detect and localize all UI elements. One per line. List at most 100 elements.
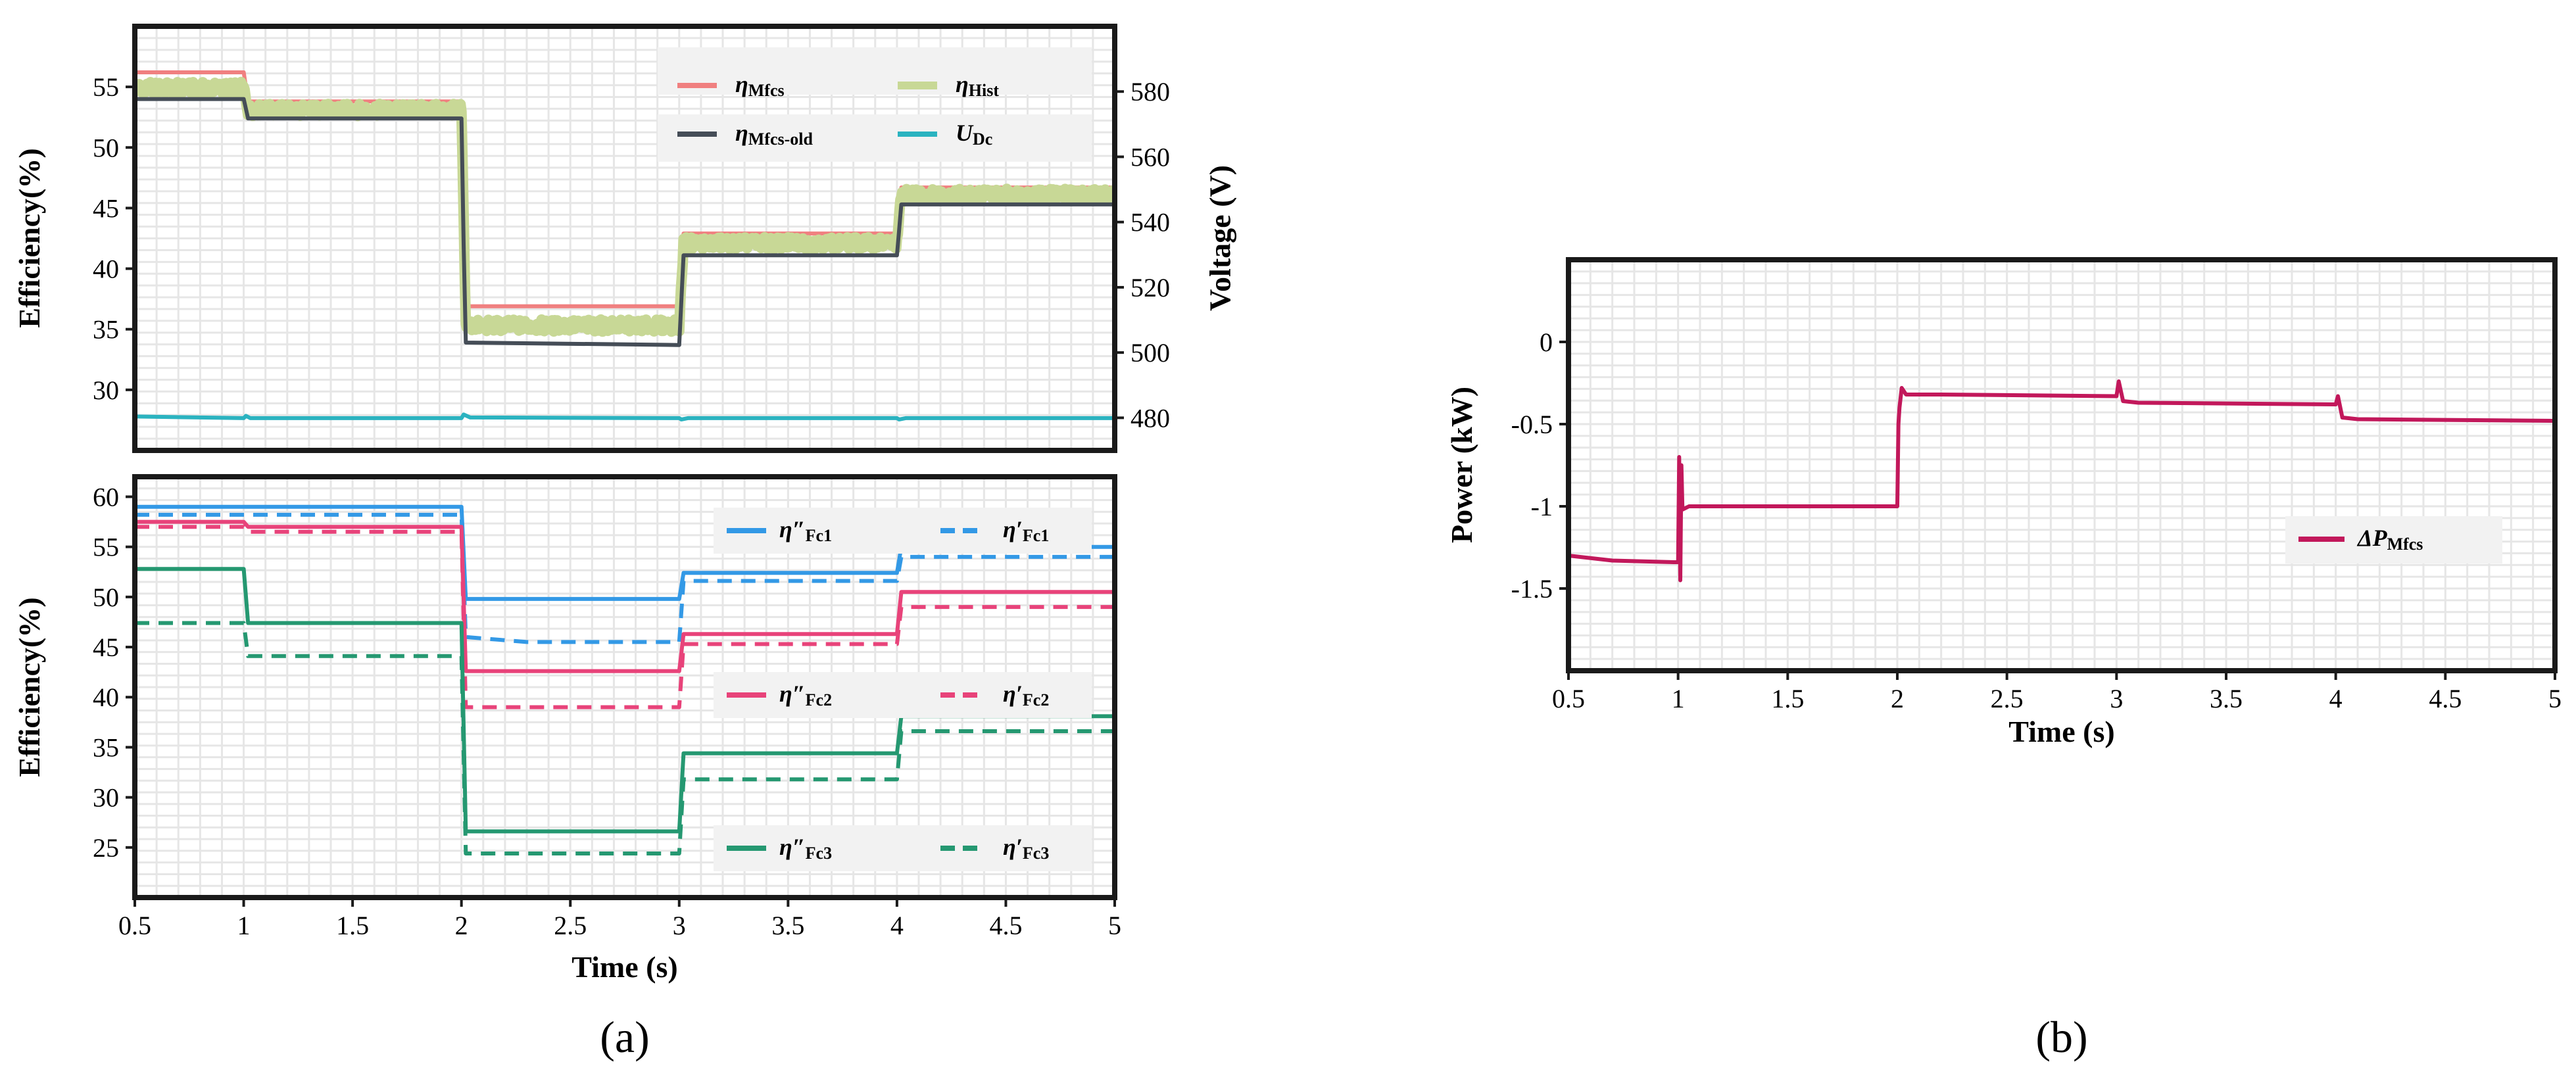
- legend-subscript: Hist: [969, 81, 1000, 100]
- y2-ticks: 480 500 520 540 560 580: [1115, 77, 1170, 433]
- legend-symbol: η″: [779, 681, 806, 707]
- x-tick-label: 5: [2548, 684, 2562, 713]
- y-tick-label: 50: [93, 133, 119, 162]
- y-tick-label: 30: [93, 783, 119, 813]
- legend-item: ηMfcs: [677, 71, 785, 100]
- legend-subscript: Mfcs: [2387, 535, 2423, 554]
- x-tick-label: 4: [2329, 684, 2343, 713]
- x-tick-label: 4.5: [2429, 684, 2462, 713]
- panel-label-a: (a): [600, 1012, 649, 1062]
- legend: ΔPMfcs: [2285, 516, 2502, 564]
- y2-tick-label: 500: [1130, 338, 1170, 368]
- legend-subscript: Fc2: [806, 690, 832, 709]
- legend-label: η′Fc1: [1003, 516, 1049, 545]
- y-tick-label: 25: [93, 833, 119, 863]
- legend-item: η″Fc2: [727, 681, 832, 709]
- x-tick-label: 2.5: [1991, 684, 2024, 713]
- legend-subscript: Fc2: [1023, 690, 1049, 709]
- y-tick-label: -1.5: [1511, 574, 1553, 604]
- legend-label: ηHist: [956, 71, 999, 100]
- x-tick-label: 3.5: [2210, 684, 2243, 713]
- legend: η″Fc1 η′Fc1 η″Fc2 η′Fc2 η″Fc3 η′Fc3: [714, 508, 1092, 871]
- y-tick-label: -1: [1531, 492, 1553, 521]
- y-axis-label: Efficiency(%): [12, 148, 46, 327]
- chart-a-bottom: 25 30 35 40 45 50 55 60 0.5 1 1.5 2 2.5 3 3.5 4 4.5 5 Ef…: [12, 474, 1121, 984]
- legend-subscript: Dc: [973, 130, 992, 149]
- plot-frame: [132, 24, 1117, 453]
- y2-tick-label: 560: [1130, 142, 1170, 172]
- x-tick-label: 2.5: [554, 911, 587, 940]
- legend-subscript: Fc3: [806, 844, 832, 863]
- x-tick-label: 0.5: [1552, 684, 1585, 713]
- series-line-mfcs: [1568, 379, 2555, 583]
- legend-label: ηMfcs-old: [735, 120, 814, 149]
- series-group: [135, 70, 1115, 421]
- x-tick-label: 4: [890, 911, 904, 940]
- x-axis-label: Time (s): [2008, 715, 2114, 748]
- legend-symbol: η′: [1003, 516, 1023, 542]
- y2-tick-label: 580: [1130, 77, 1170, 107]
- y-tick-label: 45: [93, 193, 119, 223]
- x-tick-label: 2: [455, 911, 468, 940]
- x-tick-label: 3.5: [771, 911, 804, 940]
- legend-symbol: η″: [779, 834, 806, 860]
- legend-bg-3: [658, 114, 881, 162]
- y-tick-label: 35: [93, 315, 119, 345]
- legend-symbol: ΔP: [2356, 525, 2388, 551]
- y-tick-label: 55: [93, 533, 119, 562]
- y2-axis-label: Voltage (V): [1203, 165, 1237, 311]
- legend-item: η′Fc3: [940, 834, 1049, 863]
- y-tick-label: 55: [93, 72, 119, 102]
- x-tick-label: 1: [1672, 684, 1685, 713]
- legend-symbol: U: [956, 120, 974, 146]
- legend-item: ηMfcs-old: [677, 120, 814, 149]
- y-ticks: 30 35 40 45 50 55: [93, 72, 135, 405]
- y2-tick-label: 520: [1130, 273, 1170, 302]
- legend-label: ηMfcs: [735, 71, 785, 100]
- legend-symbol: η′: [1003, 681, 1023, 707]
- legend-item: η″Fc3: [727, 834, 832, 863]
- y-tick-label: 40: [93, 683, 119, 712]
- legend-label: η′Fc3: [1003, 834, 1049, 863]
- y2-tick-label: 540: [1130, 208, 1170, 237]
- series-line-dc: [135, 412, 1115, 421]
- legend-label: η′Fc2: [1003, 681, 1049, 709]
- y-axis-label: Efficiency(%): [12, 597, 46, 777]
- x-axis-label: Time (s): [571, 950, 677, 984]
- plot-frame: [132, 474, 1117, 900]
- x-ticks: 0.5 1 1.5 2 2.5 3 3.5 4 4.5 5: [1552, 671, 2562, 713]
- series-line-fc3: [135, 621, 1115, 855]
- x-tick-label: 1.5: [1771, 684, 1804, 713]
- plot-frame: [1566, 257, 2558, 673]
- y-tick-label: 35: [93, 733, 119, 762]
- series-line-hist: [135, 76, 1115, 337]
- legend-label: η″Fc2: [779, 681, 832, 709]
- x-tick-label: 2: [1891, 684, 1904, 713]
- legend-symbol: η′: [1003, 834, 1023, 860]
- grid: [1568, 260, 2555, 671]
- y-ticks: 25 30 35 40 45 50 55 60: [93, 482, 135, 863]
- y2-tick-label: 480: [1130, 403, 1170, 433]
- panel-label-b: (b): [2035, 1012, 2087, 1062]
- chart-a-top: 30 35 40 45 50 55 480 500 520 540 560 580 Efficien…: [12, 24, 1237, 453]
- y-tick-label: 40: [93, 254, 119, 284]
- x-tick-label: 1.5: [336, 911, 369, 940]
- legend-subscript: Mfcs: [748, 81, 785, 100]
- legend-label: η″Fc1: [779, 516, 832, 545]
- y-tick-label: 0: [1540, 327, 1553, 357]
- legend-label: ΔPMfcs: [2356, 525, 2423, 554]
- y-ticks: 0 -0.5 -1 -1.5: [1511, 327, 1568, 604]
- x-ticks: 0.5 1 1.5 2 2.5 3 3.5 4 4.5 5: [118, 898, 1121, 940]
- legend-item: ηHist: [898, 71, 999, 100]
- x-tick-label: 3: [673, 911, 686, 940]
- y-tick-label: 45: [93, 633, 119, 662]
- legend-item: η″Fc1: [727, 516, 832, 545]
- x-tick-label: 5: [1108, 911, 1121, 940]
- y-tick-label: -0.5: [1511, 410, 1553, 439]
- legend-symbol: η: [956, 71, 969, 97]
- legend-item: UDc: [898, 120, 992, 149]
- x-tick-label: 1: [237, 911, 251, 940]
- legend-item: η′Fc2: [940, 681, 1049, 709]
- legend-subscript: Fc1: [806, 526, 832, 545]
